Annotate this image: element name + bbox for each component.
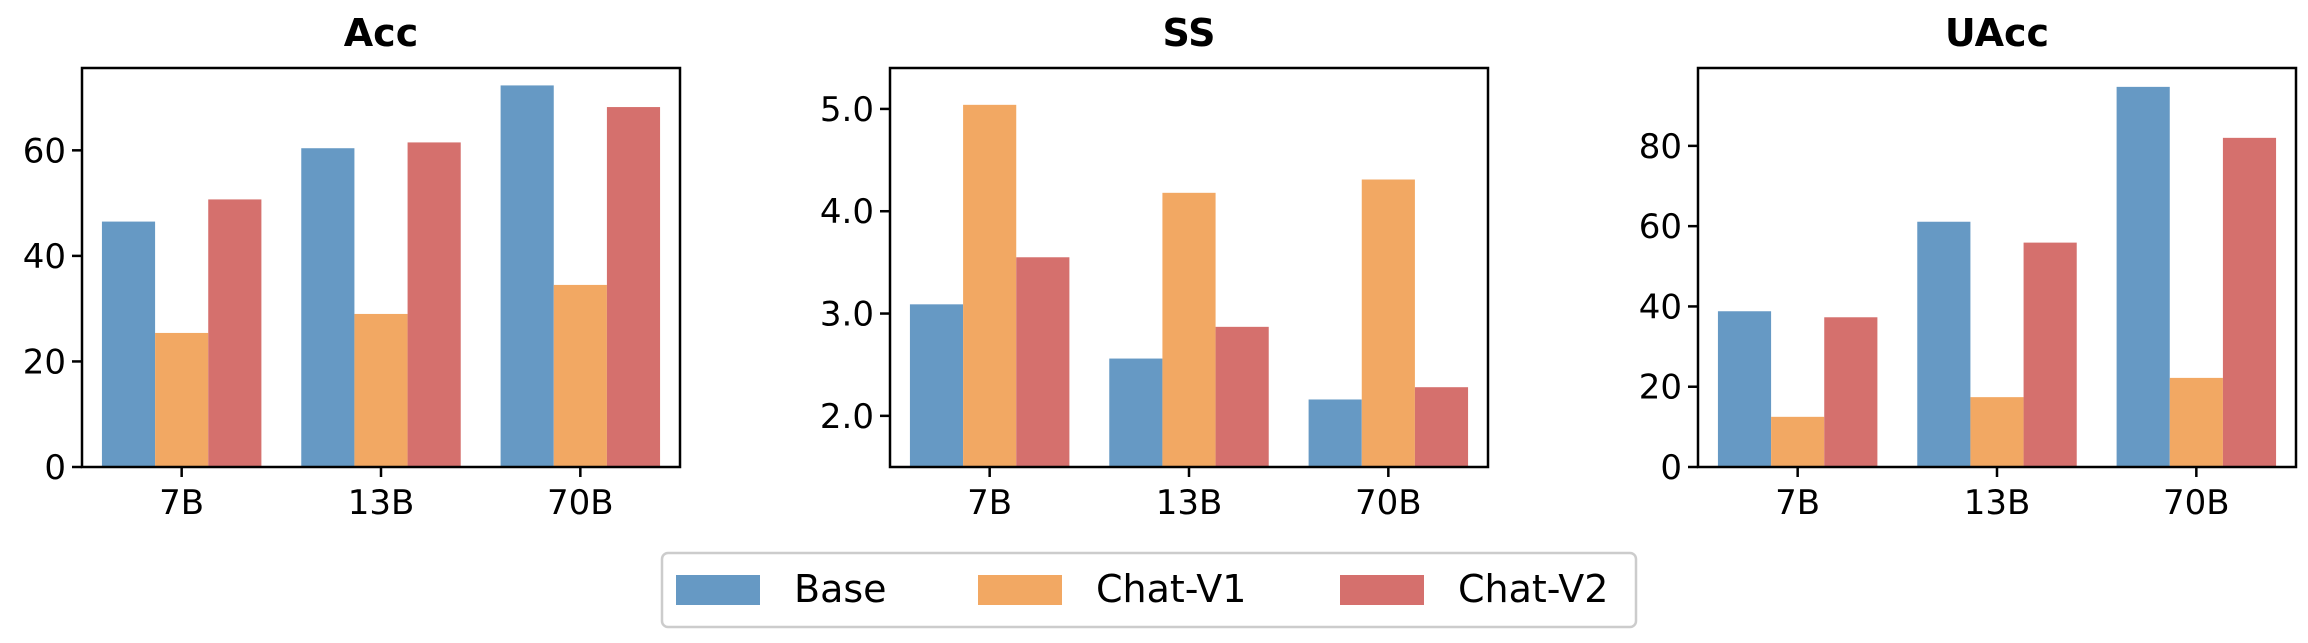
- chart-panel-3: 0 20 40 60 80 7B 13B 70B UAcc: [1639, 11, 2298, 523]
- bar-70b-series-3: [1414, 387, 1469, 467]
- legend-swatch-2: [978, 575, 1062, 605]
- legend-label-2: Chat-V1: [1096, 567, 1246, 611]
- x-tick-label: 13B: [1156, 483, 1223, 523]
- legend: Base Chat-V1 Chat-V2: [660, 551, 1638, 629]
- bar-13b-series-1: [1917, 221, 1971, 467]
- y-tick-label: 60: [1639, 207, 1682, 247]
- x-tick-label: 7B: [967, 483, 1012, 523]
- bar-70b-series-2: [2169, 377, 2223, 467]
- legend-label-1: Base: [794, 567, 887, 611]
- bar-13b-series-2: [1970, 397, 2024, 467]
- chart-title: UAcc: [1945, 11, 2049, 55]
- y-tick-label: 40: [1639, 287, 1682, 327]
- y-tick-label: 3.0: [820, 295, 874, 335]
- x-tick-label: 70B: [547, 483, 614, 523]
- y-tick-label: 0: [44, 448, 66, 488]
- chart-panel-2: 2.0 3.0 4.0 5.0 7B 13B 70B SS: [820, 11, 1490, 523]
- x-tick-label: 70B: [1355, 483, 1422, 523]
- bar-13b-series-2: [1162, 192, 1216, 468]
- chart-title: Acc: [344, 11, 418, 55]
- bar-70b-series-2: [1361, 179, 1415, 467]
- x-tick-label: 7B: [1775, 483, 1820, 523]
- bar-13b-series-3: [1215, 326, 1269, 467]
- chart-title: SS: [1162, 11, 1215, 55]
- bar-70b-series-2: [553, 284, 607, 467]
- bar-70b-series-1: [500, 85, 554, 468]
- bar-7b-series-2: [963, 104, 1017, 467]
- bar-13b-series-3: [407, 142, 461, 467]
- y-tick-label: 4.0: [820, 192, 874, 232]
- bar-7b-series-3: [208, 199, 262, 467]
- x-tick-label: 70B: [2163, 483, 2230, 523]
- y-tick-label: 20: [23, 342, 66, 382]
- bar-13b-series-1: [1109, 358, 1163, 467]
- legend-swatch-1: [676, 575, 760, 605]
- bar-13b-series-3: [2023, 242, 2077, 467]
- bar-13b-series-2: [354, 313, 408, 467]
- bar-7b-series-2: [1771, 416, 1825, 467]
- bar-7b-series-1: [909, 304, 964, 467]
- bar-70b-series-3: [2222, 137, 2277, 467]
- bar-70b-series-1: [2116, 86, 2170, 467]
- legend-label-3: Chat-V2: [1458, 567, 1608, 611]
- bar-70b-series-3: [606, 107, 661, 468]
- bar-7b-series-1: [101, 221, 156, 467]
- y-tick-label: 2.0: [820, 397, 874, 437]
- x-tick-label: 7B: [159, 483, 204, 523]
- bar-7b-series-2: [155, 332, 209, 467]
- legend-box: [660, 551, 1638, 629]
- x-tick-label: 13B: [348, 483, 415, 523]
- y-tick-label: 80: [1639, 127, 1682, 167]
- bar-7b-series-1: [1717, 311, 1772, 467]
- bar-7b-series-3: [1016, 257, 1070, 467]
- bar-13b-series-1: [301, 148, 355, 467]
- bar-70b-series-1: [1308, 399, 1362, 467]
- bar-7b-series-3: [1824, 317, 1878, 467]
- y-tick-label: 40: [23, 237, 66, 277]
- legend-swatch-3: [1340, 575, 1424, 605]
- y-tick-label: 0: [1660, 448, 1682, 488]
- y-tick-label: 20: [1639, 368, 1682, 408]
- x-tick-label: 13B: [1964, 483, 2031, 523]
- chart-panel-1: 0 20 40 60 7B 13B 70B Acc: [23, 11, 682, 523]
- y-tick-label: 60: [23, 131, 66, 171]
- y-tick-label: 5.0: [820, 90, 874, 130]
